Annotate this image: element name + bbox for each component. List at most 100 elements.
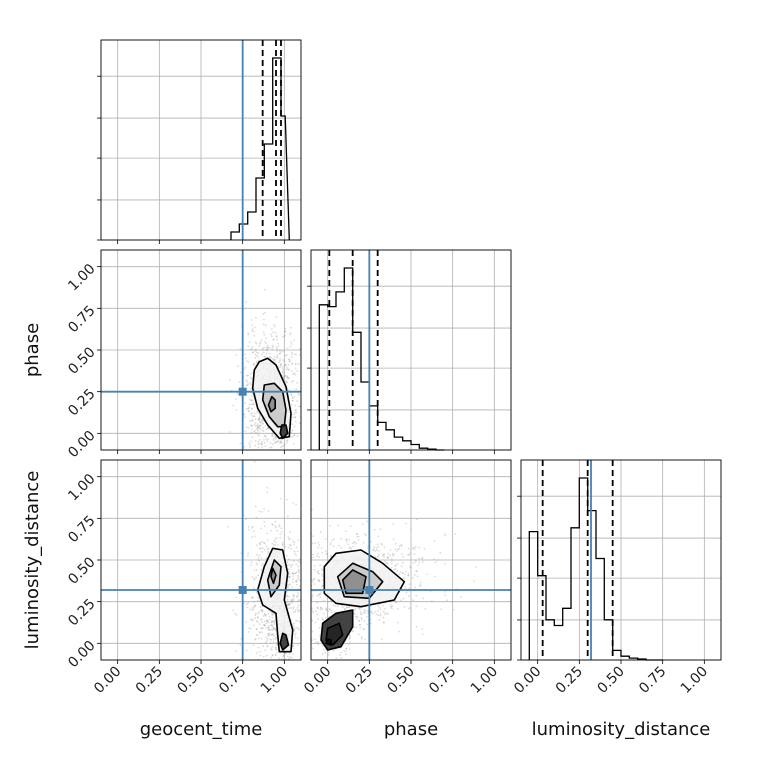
sample-point: [239, 644, 242, 646]
sample-point: [321, 585, 324, 588]
panel-phase-luminosity_distance: 0.00 0.25 0.50 0.75 1.00: [301, 459, 512, 697]
sample-point: [258, 427, 261, 429]
sample-point: [349, 525, 352, 528]
sample-point: [403, 606, 406, 608]
sample-point: [259, 421, 262, 424]
sample-point: [257, 442, 260, 445]
sample-point: [355, 532, 358, 535]
sample-point: [261, 440, 264, 443]
sample-point: [258, 611, 260, 614]
sample-point: [260, 627, 263, 630]
x-tick-label: 0.00: [511, 664, 544, 697]
sample-point: [247, 333, 250, 336]
sample-point: [270, 639, 272, 641]
sample-point: [236, 365, 239, 368]
sample-point: [297, 392, 299, 395]
sample-point: [251, 576, 254, 578]
sample-point: [258, 425, 261, 428]
sample-point: [418, 561, 421, 564]
sample-point: [272, 632, 275, 635]
sample-point: [276, 440, 279, 443]
sample-point: [290, 351, 293, 354]
sample-point: [254, 612, 257, 615]
sample-point: [262, 541, 265, 544]
sample-point: [294, 363, 297, 365]
sample-point: [272, 640, 275, 643]
sample-point: [271, 649, 273, 651]
sample-point: [295, 619, 297, 622]
sample-point: [279, 359, 281, 362]
sample-point: [250, 431, 253, 434]
sample-point: [281, 368, 284, 370]
sample-point: [263, 355, 266, 358]
sample-point: [377, 553, 380, 556]
sample-point: [288, 358, 290, 361]
sample-point: [274, 436, 277, 439]
sample-point: [297, 592, 299, 594]
sample-point: [286, 380, 289, 383]
sample-point: [296, 578, 299, 580]
sample-point: [292, 608, 294, 610]
sample-point: [267, 612, 270, 615]
sample-point: [249, 381, 252, 384]
sample-point: [277, 440, 280, 442]
sample-point: [397, 621, 399, 624]
sample-point: [280, 438, 283, 441]
sample-point: [297, 576, 300, 579]
sample-point: [317, 579, 320, 581]
sample-point: [263, 613, 266, 616]
sample-point: [409, 565, 411, 568]
sample-point: [271, 435, 273, 437]
sample-point: [257, 646, 260, 649]
sample-point: [256, 553, 258, 556]
sample-point: [399, 571, 402, 573]
sample-point: [260, 568, 263, 571]
sample-point: [256, 428, 258, 430]
sample-point: [247, 554, 249, 557]
sample-point: [251, 399, 254, 402]
sample-point: [396, 562, 399, 565]
sample-point: [287, 546, 290, 549]
sample-point: [273, 623, 276, 625]
sample-point: [255, 432, 258, 434]
sample-point: [288, 358, 291, 361]
sample-point: [311, 595, 314, 598]
sample-point: [258, 417, 261, 420]
sample-point: [239, 348, 242, 350]
y-axis-label-phase: phase: [22, 323, 43, 377]
sample-point: [270, 333, 272, 336]
sample-point: [374, 555, 377, 558]
sample-point: [283, 550, 286, 553]
sample-point: [293, 339, 295, 342]
sample-point: [278, 442, 281, 445]
sample-point: [298, 394, 300, 396]
sample-point: [317, 552, 320, 555]
sample-point: [280, 531, 283, 533]
sample-point: [270, 624, 273, 627]
sample-point: [278, 657, 281, 660]
sample-point: [389, 554, 391, 557]
sample-point: [333, 610, 336, 613]
sample-point: [327, 654, 330, 656]
sample-point: [419, 584, 422, 587]
sample-point: [412, 562, 415, 564]
sample-point: [259, 421, 262, 423]
sample-point: [271, 613, 273, 615]
sample-point: [261, 609, 264, 612]
sample-point: [267, 645, 269, 648]
sample-point: [261, 446, 263, 449]
sample-point: [299, 354, 301, 356]
sample-point: [331, 539, 334, 542]
sample-point: [257, 352, 260, 354]
sample-point: [289, 656, 292, 658]
sample-point: [411, 547, 414, 549]
sample-point: [293, 622, 296, 624]
sample-point: [253, 430, 255, 433]
sample-point: [269, 638, 272, 641]
sample-point: [276, 338, 278, 341]
sample-point: [273, 621, 276, 624]
sample-point: [319, 564, 321, 567]
sample-point: [292, 416, 295, 419]
sample-point: [419, 581, 422, 584]
